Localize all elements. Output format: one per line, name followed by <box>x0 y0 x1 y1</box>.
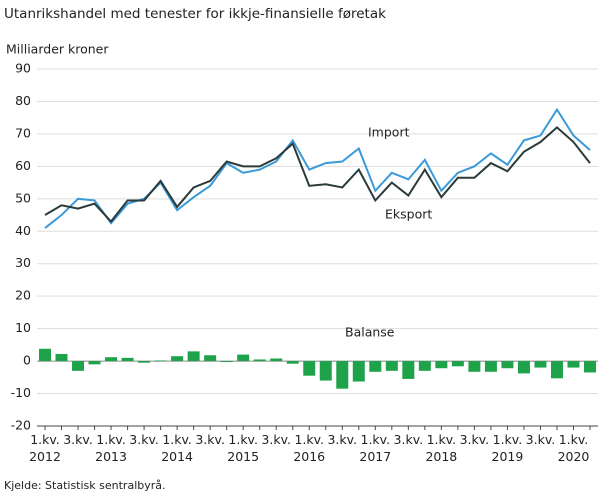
y-tick-label: 40 <box>15 223 31 238</box>
series-label: Import <box>368 125 410 140</box>
bar <box>286 361 299 364</box>
x-tick-label: 1.kv. 2013 <box>95 432 127 464</box>
x-tick-label: 3.kv. <box>460 432 490 447</box>
bar <box>39 348 51 362</box>
x-tick-label: 1.kv. 2018 <box>425 432 457 464</box>
y-tick-label: 50 <box>15 190 31 205</box>
bar <box>584 361 596 373</box>
bar <box>253 359 266 362</box>
y-tick-label: -20 <box>11 418 31 433</box>
y-tick-label: 80 <box>15 93 31 108</box>
x-tick-label: 1.kv. 2017 <box>359 432 391 464</box>
y-tick-label: 10 <box>15 320 31 335</box>
x-tick-label: 3.kv. <box>526 432 556 447</box>
bar <box>468 361 481 372</box>
bar <box>187 351 200 362</box>
bar <box>534 361 547 368</box>
x-tick-label: 3.kv. <box>63 432 93 447</box>
y-axis-label: Milliarder kroner <box>6 42 109 57</box>
bar <box>418 361 431 371</box>
x-tick-label: 1.kv. 2016 <box>293 432 325 464</box>
y-tick-label: 90 <box>15 61 31 76</box>
bar <box>88 361 101 365</box>
x-tick-label: 3.kv. <box>195 432 225 447</box>
series-label: Balanse <box>345 325 395 340</box>
y-tick-label: 20 <box>15 288 31 303</box>
bar <box>270 358 283 362</box>
x-tick-label: 3.kv. <box>327 432 357 447</box>
line-1 <box>44 126 591 224</box>
bar <box>550 361 563 379</box>
y-tick-label: 0 <box>23 353 31 368</box>
x-tick-label: 3.kv. <box>129 432 159 447</box>
bar <box>72 361 85 371</box>
bar <box>501 361 514 369</box>
x-tick-label: 1.kv. 2015 <box>227 432 259 464</box>
bar <box>319 361 332 381</box>
bar <box>154 360 167 362</box>
bar <box>55 353 68 362</box>
x-tick-label: 3.kv. <box>261 432 291 447</box>
bar <box>121 357 134 362</box>
bar <box>567 361 580 368</box>
bar <box>336 361 349 389</box>
bar <box>171 356 184 362</box>
source: Kjelde: Statistisk sentralbyrå. <box>4 479 166 492</box>
y-tick-label: 70 <box>15 125 31 140</box>
x-tick-label: 1.kv. 2019 <box>492 432 524 464</box>
chart-title: Utanrikshandel med tenester for ikkje-fi… <box>4 6 386 22</box>
y-tick-label: -10 <box>11 385 31 400</box>
bar <box>517 361 530 374</box>
bar <box>220 361 233 363</box>
bar <box>204 355 217 362</box>
series-label: Eksport <box>385 207 432 222</box>
bar <box>435 361 448 369</box>
y-tick-label: 60 <box>15 158 31 173</box>
x-tick-label: 1.kv. 2014 <box>161 432 193 464</box>
bar <box>385 361 398 371</box>
bar <box>138 361 151 363</box>
bar <box>105 357 118 362</box>
bar <box>402 361 415 379</box>
bar <box>451 361 464 367</box>
y-tick-label: 30 <box>15 255 31 270</box>
bar <box>352 361 365 382</box>
bar <box>303 361 316 376</box>
x-tick-label: 1.kv. 2020 <box>558 432 590 464</box>
bar <box>369 361 382 372</box>
bar <box>484 361 497 372</box>
x-tick-label: 1.kv. 2012 <box>29 432 61 464</box>
x-tick-label: 3.kv. <box>394 432 424 447</box>
bar <box>237 354 250 362</box>
